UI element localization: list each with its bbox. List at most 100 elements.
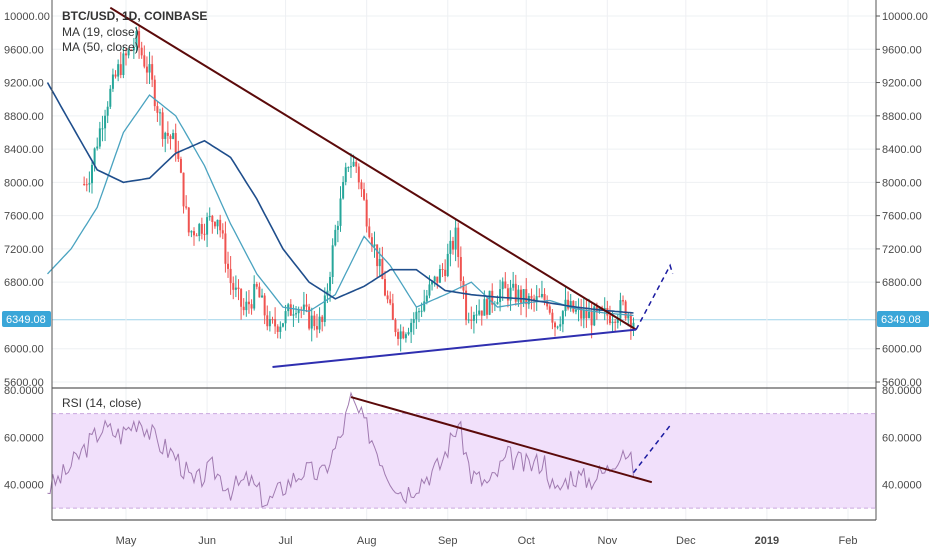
price-tick-right: 6800.00 xyxy=(882,277,922,289)
candle-body xyxy=(459,257,462,281)
candle-body xyxy=(629,315,632,328)
candle-body xyxy=(148,64,151,73)
candle-body xyxy=(431,281,434,285)
candle-body xyxy=(559,324,562,327)
time-tick-label: 2019 xyxy=(755,535,779,547)
candle-body xyxy=(203,233,206,235)
candle-body xyxy=(595,306,598,311)
candle-body xyxy=(588,311,591,319)
candle-body xyxy=(399,331,402,339)
candle-body xyxy=(540,293,543,297)
candle-body xyxy=(174,133,177,153)
price-tick-right: 9600.00 xyxy=(882,44,922,56)
ma50-legend[interactable]: MA (50, close) xyxy=(62,40,139,54)
candle-body xyxy=(402,331,405,339)
candle-body xyxy=(198,224,201,236)
candle-body xyxy=(423,301,426,311)
candle-body xyxy=(520,289,523,303)
candle-body xyxy=(428,284,431,296)
candle-body xyxy=(632,322,635,328)
candle-body xyxy=(182,172,185,207)
candle-body xyxy=(334,229,337,246)
candle-body xyxy=(169,135,172,139)
candle-body xyxy=(164,132,167,139)
candle-body xyxy=(140,47,143,56)
rsi-series xyxy=(47,391,634,508)
candle-body xyxy=(250,304,253,309)
candle-body xyxy=(227,263,230,269)
candle-body xyxy=(90,164,93,184)
price-tick-left: 7200.00 xyxy=(4,244,44,256)
candle-body xyxy=(561,311,564,325)
candle-body xyxy=(318,316,321,330)
symbol-title[interactable]: BTC/USD, 1D, COINBASE xyxy=(62,9,207,23)
candle-body xyxy=(386,295,389,300)
rsi-tick-left: 40.0000 xyxy=(4,480,44,492)
candle-body xyxy=(522,289,525,303)
price-tick-left: 7600.00 xyxy=(4,211,44,223)
time-tick-label: Nov xyxy=(598,535,618,547)
candle-body xyxy=(98,128,101,147)
rsi-tick-left: 60.0000 xyxy=(4,432,44,444)
candle-body xyxy=(444,269,447,276)
candle-body xyxy=(410,322,413,333)
candle-body xyxy=(417,311,420,313)
candle-body xyxy=(151,64,154,80)
candle-body xyxy=(619,300,622,319)
candle-body xyxy=(580,307,583,319)
candle-body xyxy=(370,237,373,247)
time-tick-label: Dec xyxy=(676,535,696,547)
candle-body xyxy=(569,301,572,309)
candle-body xyxy=(279,326,282,332)
candle-body xyxy=(117,64,120,77)
candle-body xyxy=(357,166,360,183)
candle-body xyxy=(177,152,180,159)
rsi-tick-left: 80.0000 xyxy=(4,385,44,397)
rsi-legend[interactable]: RSI (14, close) xyxy=(62,396,141,410)
candle-body xyxy=(187,207,190,233)
candle-body xyxy=(446,253,449,276)
candle-body xyxy=(363,189,366,200)
candle-body xyxy=(491,290,494,305)
candle-body xyxy=(436,276,439,283)
candle-body xyxy=(268,319,271,327)
svg-text:6349.08: 6349.08 xyxy=(881,314,921,326)
candle-body xyxy=(331,245,334,278)
time-tick-label: Feb xyxy=(839,535,858,547)
candle-body xyxy=(255,284,258,287)
candle-body xyxy=(247,301,250,305)
time-tick-label: Oct xyxy=(518,535,535,547)
candle-body xyxy=(145,66,148,73)
candle-body xyxy=(603,307,606,310)
candle-body xyxy=(381,259,384,280)
candle-body xyxy=(310,315,313,329)
price-pane[interactable] xyxy=(52,0,876,388)
time-tick-label: May xyxy=(116,535,137,547)
candle-body xyxy=(329,277,332,291)
candle-body xyxy=(229,268,232,284)
candle-body xyxy=(391,303,394,320)
candle-body xyxy=(321,316,324,322)
candle-body xyxy=(512,283,515,288)
candle-body xyxy=(114,74,117,77)
candle-body xyxy=(289,304,292,316)
candle-body xyxy=(404,334,407,339)
candle-body xyxy=(352,161,355,167)
candle-body xyxy=(258,286,261,298)
candle-body xyxy=(438,269,441,283)
candle-body xyxy=(344,167,347,182)
candle-body xyxy=(441,269,444,271)
candle-body xyxy=(179,158,182,173)
candle-body xyxy=(383,279,386,296)
candle-body xyxy=(83,184,86,186)
candle-body xyxy=(608,315,611,324)
ma19-legend[interactable]: MA (19, close) xyxy=(62,25,139,39)
ma50-line xyxy=(46,82,634,314)
candle-body xyxy=(415,311,418,320)
candle-body xyxy=(514,283,517,302)
trendline-annotations[interactable] xyxy=(109,6,674,484)
candle-body xyxy=(389,299,392,304)
candle-body xyxy=(556,326,559,328)
candle-body xyxy=(483,299,486,316)
